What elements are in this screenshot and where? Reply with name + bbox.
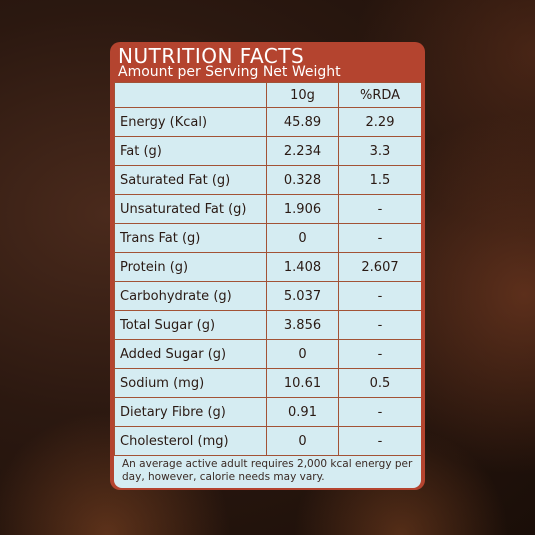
- table-row: Cholesterol (mg) 0-: [114, 426, 421, 456]
- table-row: Unsaturated Fat (g) 1.906-: [114, 194, 421, 224]
- nutrient-amount: 0.328: [266, 165, 339, 195]
- table-row: Total Sugar (g) 3.856-: [114, 310, 421, 340]
- table-header-row: 10g %RDA: [114, 82, 421, 108]
- nutrient-rda: -: [338, 397, 421, 427]
- footnote: An average active adult requires 2,000 k…: [122, 458, 413, 483]
- nutrient-rda: -: [338, 281, 421, 311]
- nutrient-amount: 0: [266, 426, 339, 456]
- table-row: Energy (Kcal) 45.89 2.29: [114, 107, 421, 137]
- header-rda: %RDA: [338, 82, 421, 108]
- nutrient-amount: 10.61: [266, 368, 339, 398]
- nutrient-amount: 0.91: [266, 397, 339, 427]
- table-row: Sodium (mg) 10.61 0.5: [114, 368, 421, 398]
- table-row: Saturated Fat (g) 0.328 1.5: [114, 165, 421, 195]
- table-row: Added Sugar (g) 0-: [114, 339, 421, 369]
- nutrient-name: Fat (g): [114, 136, 267, 166]
- nutrient-rda: -: [338, 194, 421, 224]
- nutrient-amount: 0: [266, 223, 339, 253]
- table-row: Dietary Fibre (g) 0.91-: [114, 397, 421, 427]
- header-nutrient: [114, 82, 267, 108]
- nutrient-name: Added Sugar (g): [114, 339, 267, 369]
- nutrient-name: Sodium (mg): [114, 368, 267, 398]
- nutrient-amount: 3.856: [266, 310, 339, 340]
- panel-title: NUTRITION FACTS: [118, 44, 305, 68]
- nutrition-table-area: 10g %RDA Energy (Kcal) 45.89 2.29 Fat (g) 2.…: [114, 82, 421, 488]
- nutrient-rda: 3.3: [338, 136, 421, 166]
- nutrient-name: Energy (Kcal): [114, 107, 267, 137]
- nutrient-name: Unsaturated Fat (g): [114, 194, 267, 224]
- nutrient-rda: 0.5: [338, 368, 421, 398]
- nutrient-rda: -: [338, 310, 421, 340]
- nutrient-amount: 1.906: [266, 194, 339, 224]
- nutrient-name: Trans Fat (g): [114, 223, 267, 253]
- nutrient-name: Protein (g): [114, 252, 267, 282]
- nutrient-name: Dietary Fibre (g): [114, 397, 267, 427]
- nutrient-name: Carbohydrate (g): [114, 281, 267, 311]
- nutrient-name: Cholesterol (mg): [114, 426, 267, 456]
- nutrient-rda: 2.29: [338, 107, 421, 137]
- header-amount: 10g: [266, 82, 339, 108]
- table-row: Trans Fat (g) 0-: [114, 223, 421, 253]
- nutrient-amount: 2.234: [266, 136, 339, 166]
- nutrient-name: Total Sugar (g): [114, 310, 267, 340]
- nutrition-table: 10g %RDA Energy (Kcal) 45.89 2.29 Fat (g) 2.…: [114, 82, 421, 456]
- nutrient-amount: 1.408: [266, 252, 339, 282]
- nutrient-amount: 45.89: [266, 107, 339, 137]
- nutrient-rda: -: [338, 223, 421, 253]
- nutrient-rda: 1.5: [338, 165, 421, 195]
- nutrient-amount: 5.037: [266, 281, 339, 311]
- nutrient-rda: -: [338, 426, 421, 456]
- table-row: Carbohydrate (g) 5.037-: [114, 281, 421, 311]
- nutrient-name: Saturated Fat (g): [114, 165, 267, 195]
- nutrient-amount: 0: [266, 339, 339, 369]
- table-row: Fat (g) 2.234 3.3: [114, 136, 421, 166]
- nutrient-rda: 2.607: [338, 252, 421, 282]
- nutrient-rda: -: [338, 339, 421, 369]
- table-row: Protein (g) 1.408 2.607: [114, 252, 421, 282]
- panel-subtitle: Amount per Serving Net Weight: [118, 64, 341, 80]
